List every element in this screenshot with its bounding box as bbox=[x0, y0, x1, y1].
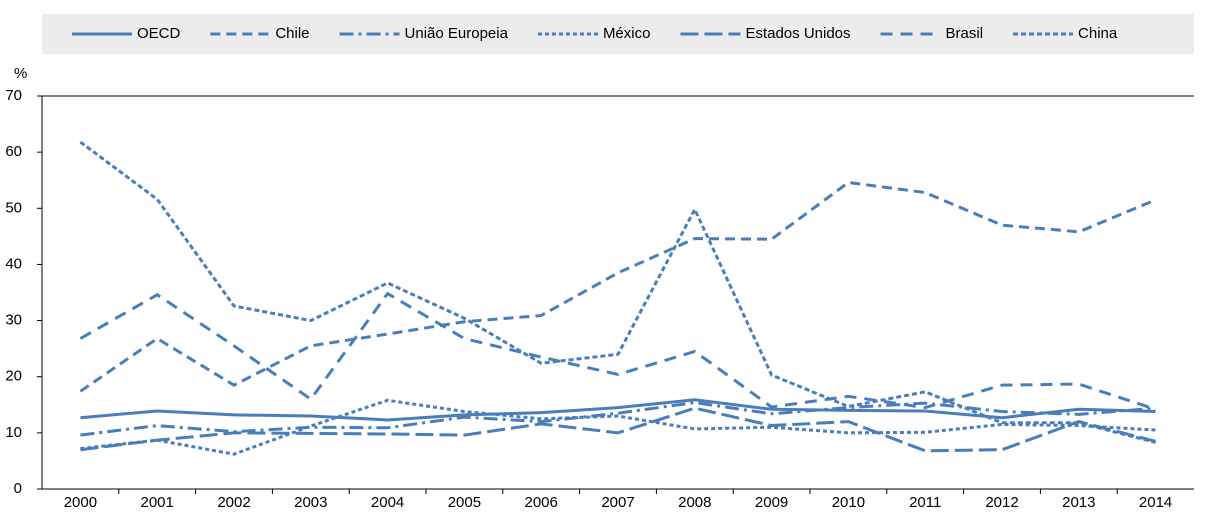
y-tick-label: 10 bbox=[5, 424, 22, 441]
legend-label: OECD bbox=[137, 25, 181, 42]
legend-label: Chile bbox=[275, 25, 309, 42]
y-tick-label: 30 bbox=[5, 312, 22, 329]
x-tick-label: 2003 bbox=[294, 494, 327, 511]
y-tick-label: 0 bbox=[14, 480, 22, 497]
legend-label: Brasil bbox=[946, 25, 984, 42]
x-tick-label: 2006 bbox=[525, 494, 558, 511]
x-tick-label: 2001 bbox=[141, 494, 174, 511]
x-tick-label: 2000 bbox=[64, 494, 97, 511]
x-tick-label: 2008 bbox=[678, 494, 711, 511]
series-line bbox=[80, 406, 1156, 453]
legend-label: México bbox=[603, 25, 651, 42]
x-tick-label: 2012 bbox=[985, 494, 1018, 511]
x-tick-label: 2002 bbox=[217, 494, 250, 511]
y-tick-label: 60 bbox=[5, 143, 22, 160]
series-line bbox=[79, 140, 1156, 444]
y-tick-label: 40 bbox=[5, 255, 22, 272]
series-line bbox=[80, 401, 1156, 437]
series-line bbox=[80, 398, 1156, 456]
x-tick-label: 2014 bbox=[1139, 494, 1172, 511]
y-unit: % bbox=[14, 65, 27, 82]
x-tick-label: 2011 bbox=[909, 494, 941, 511]
series-line bbox=[79, 180, 1157, 393]
x-tick-label: 2007 bbox=[601, 494, 634, 511]
y-tick-label: 50 bbox=[5, 199, 22, 216]
legend-label: Estados Unidos bbox=[745, 25, 850, 42]
x-tick-label: 2005 bbox=[448, 494, 481, 511]
series-line bbox=[79, 291, 1157, 411]
x-tick-label: 2004 bbox=[371, 494, 404, 511]
x-tick-label: 2013 bbox=[1062, 494, 1095, 511]
x-tick-label: 2010 bbox=[832, 494, 865, 511]
y-tick-label: 20 bbox=[5, 368, 22, 385]
y-tick-label: 70 bbox=[5, 87, 22, 104]
series-line bbox=[80, 398, 1156, 422]
legend-label: China bbox=[1078, 25, 1118, 42]
x-tick-label: 2009 bbox=[755, 494, 788, 511]
legend-label: União Europeia bbox=[405, 25, 509, 42]
